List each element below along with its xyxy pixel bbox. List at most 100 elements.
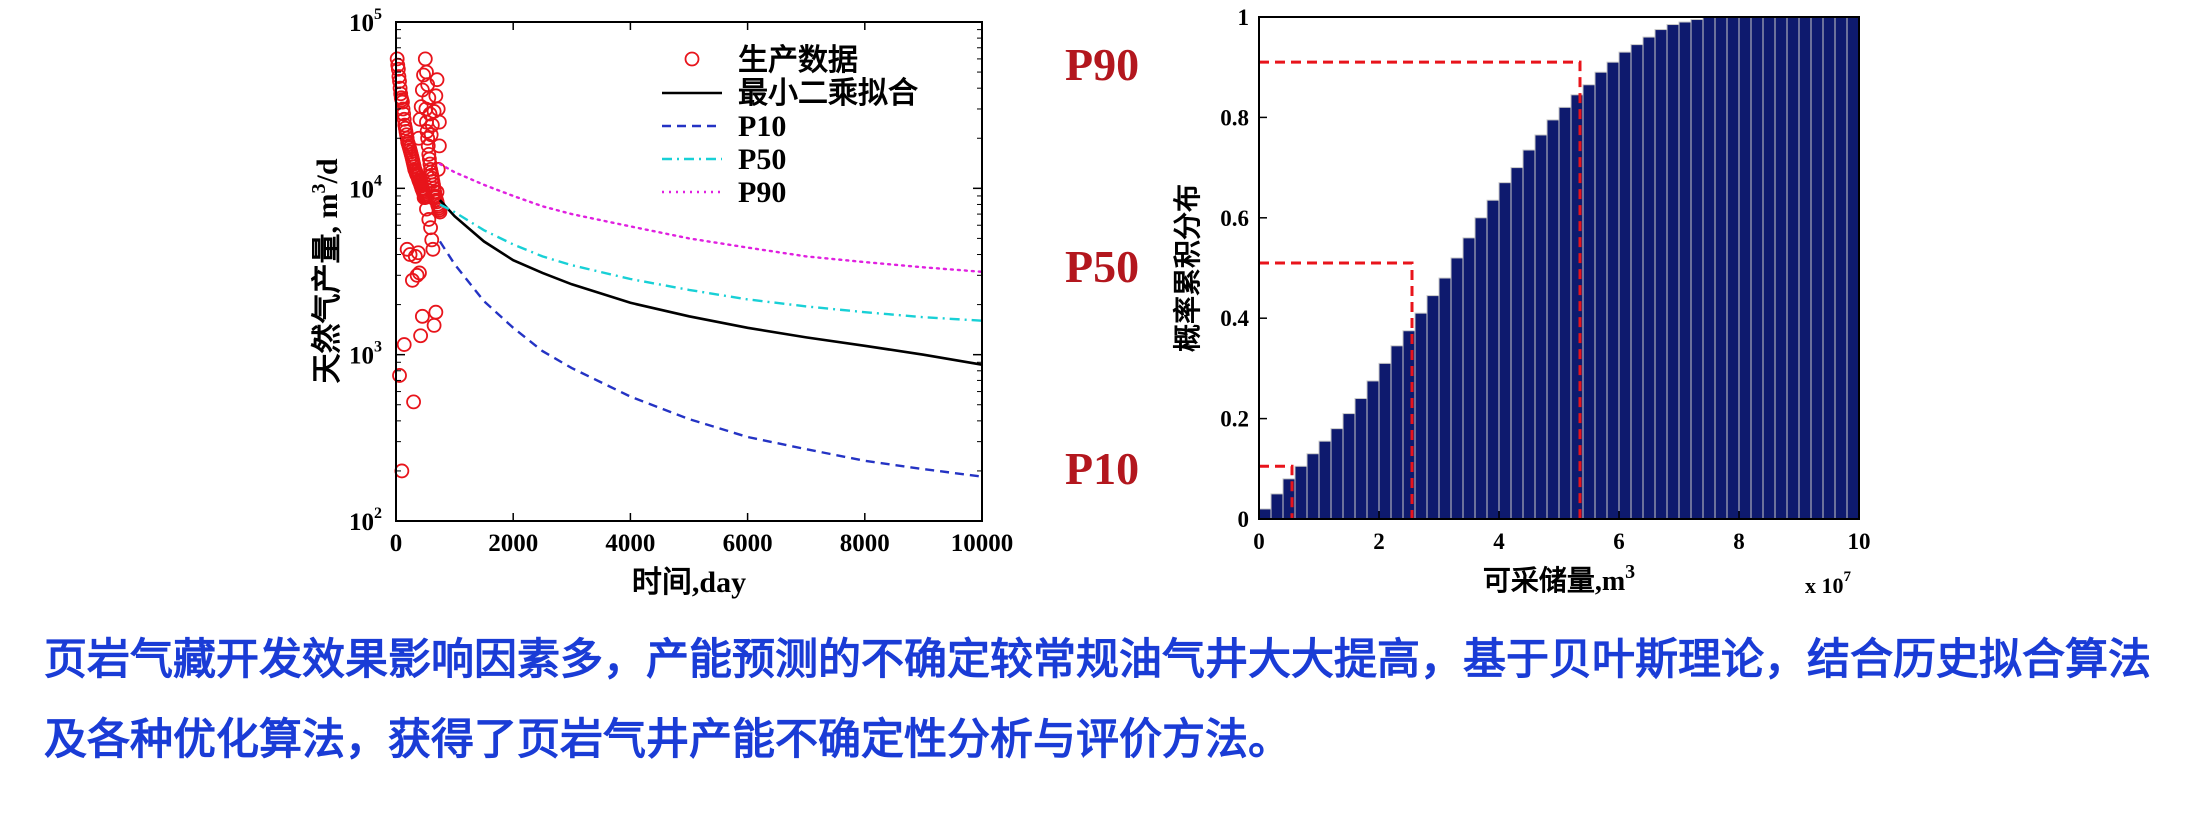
bar xyxy=(1678,21,1692,520)
data-point xyxy=(421,146,437,162)
bar xyxy=(1258,508,1272,520)
bar xyxy=(1474,217,1488,520)
bar xyxy=(1486,199,1500,520)
x-tick-label: 10 xyxy=(1848,529,1871,554)
bar xyxy=(1390,345,1404,520)
data-point xyxy=(406,394,421,410)
data-point xyxy=(416,67,431,83)
y-tick-label: 105 xyxy=(349,6,382,37)
data-point xyxy=(428,88,444,104)
bar xyxy=(1270,493,1284,520)
reference-line-P50 xyxy=(1259,261,1414,519)
bar xyxy=(1810,16,1824,520)
series-line-P90 xyxy=(438,162,984,273)
bar xyxy=(1558,106,1572,520)
bar xyxy=(1306,453,1320,520)
y-tick-label: 0.8 xyxy=(1220,105,1249,130)
bar xyxy=(1510,167,1524,520)
data-point xyxy=(396,337,412,352)
x-tick-label: 4 xyxy=(1493,529,1505,554)
data-point xyxy=(421,212,437,227)
data-point xyxy=(392,80,408,96)
x-tick-label: 6000 xyxy=(723,530,773,557)
legend-label: P90 xyxy=(738,176,786,209)
bar xyxy=(1354,398,1368,520)
x-axis-label: 时间,day xyxy=(632,566,746,599)
x-tick-label: 10000 xyxy=(951,530,1014,557)
x-tick-label: 6 xyxy=(1613,529,1625,554)
y-tick-label: 102 xyxy=(349,505,382,536)
bar xyxy=(1690,19,1704,520)
data-point xyxy=(407,248,423,264)
bar xyxy=(1330,428,1344,520)
bar xyxy=(1594,71,1608,520)
legend-label: 最小二乘拟合 xyxy=(738,76,918,110)
reference-line-P90 xyxy=(1259,60,1582,519)
data-point xyxy=(413,99,429,115)
bar xyxy=(1822,16,1836,520)
data-point xyxy=(413,328,429,344)
data-point xyxy=(424,232,440,248)
bar xyxy=(1762,16,1776,520)
x-tick-label: 0 xyxy=(390,530,403,557)
data-point xyxy=(419,201,434,217)
bar xyxy=(1378,362,1392,520)
plot-frame-2 xyxy=(1258,16,1860,520)
data-point xyxy=(424,117,440,133)
data-point xyxy=(428,304,444,320)
data-point xyxy=(429,184,445,200)
bar xyxy=(1498,182,1512,520)
data-point xyxy=(392,368,407,383)
production-decline-chart: 0 2000 4000 6000 8000 10000 102 103 104 105 生产数据最… xyxy=(308,6,1013,599)
x-axis-label-2: 可采储量,m3 xyxy=(1483,561,1635,597)
bar xyxy=(1582,84,1596,520)
bar xyxy=(1774,16,1788,520)
data-point xyxy=(410,245,426,261)
y-axis-label: 天然气产量, m3/d xyxy=(308,158,344,383)
y-tick-label: 1 xyxy=(1238,5,1250,30)
data-point xyxy=(389,51,405,67)
bar xyxy=(1366,380,1380,520)
bar xyxy=(1438,277,1452,520)
data-point xyxy=(409,267,425,283)
bar xyxy=(1738,16,1752,520)
caption-text: 页岩气藏开发效果影响因素多，产能预测的不确定较常规油气井大大提高，基于贝叶斯理论… xyxy=(44,635,2151,765)
data-point xyxy=(414,82,430,98)
series-line-最小二乘拟合 xyxy=(438,199,983,366)
bar xyxy=(1714,16,1728,520)
data-point xyxy=(391,69,407,84)
x-tick-label: 8000 xyxy=(840,530,890,557)
plot-frame xyxy=(395,21,983,522)
reference-line-P10 xyxy=(1259,464,1294,519)
y-tick-label: 0.6 xyxy=(1220,206,1249,231)
x-axis-multiplier: x 107 xyxy=(1805,569,1852,598)
bar xyxy=(1642,36,1656,520)
y-axis-label-2: 概率累积分布 xyxy=(1171,184,1204,352)
bar xyxy=(1534,134,1548,520)
bar xyxy=(1450,257,1464,520)
bar xyxy=(1426,295,1440,520)
bar xyxy=(1702,16,1716,520)
bar xyxy=(1342,413,1356,520)
data-point xyxy=(414,308,430,324)
series-line-P50 xyxy=(439,203,983,322)
bar xyxy=(1798,16,1812,520)
y-tick-label: 0.4 xyxy=(1220,306,1249,331)
bar xyxy=(1546,119,1560,520)
series-line-P10 xyxy=(438,240,983,478)
data-point xyxy=(426,317,442,333)
x-tick-label: 2 xyxy=(1373,529,1385,554)
bar xyxy=(1786,16,1800,520)
legend-label: P50 xyxy=(738,143,786,176)
x-tick-label: 0 xyxy=(1253,529,1265,554)
side-label-p50: P50 xyxy=(1065,241,1139,292)
bar xyxy=(1666,24,1680,520)
bar xyxy=(1834,16,1848,520)
bar xyxy=(1726,16,1740,520)
legend-marker xyxy=(684,51,700,67)
bar xyxy=(1750,16,1764,520)
data-point xyxy=(417,51,433,67)
data-point xyxy=(412,111,428,127)
bar xyxy=(1318,440,1332,520)
